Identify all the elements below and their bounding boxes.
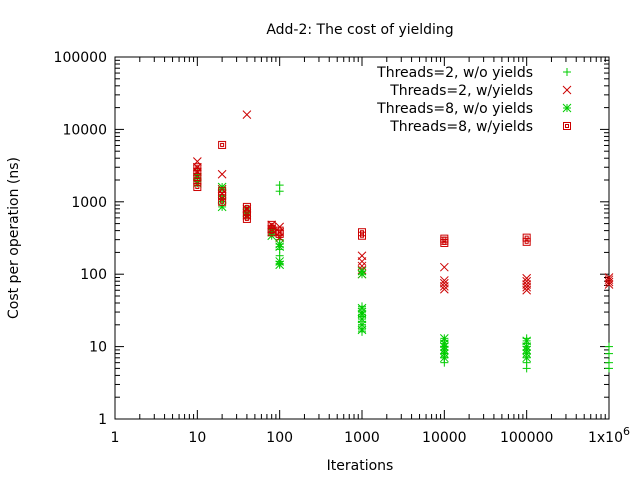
x-tick-label: 10 — [188, 430, 206, 446]
data-point-series-2 — [604, 280, 614, 289]
data-point-series-1 — [275, 187, 284, 196]
data-point-series-4 — [267, 228, 276, 237]
data-point-series-3 — [439, 353, 449, 363]
data-point-series-4 — [218, 197, 227, 206]
y-axis: 1 10 100 1000 10000 100000 — [54, 50, 609, 428]
data-point-series-3 — [217, 194, 227, 204]
data-point-series-2 — [439, 284, 449, 294]
legend-label-1: Threads=2, w/o yields — [376, 65, 533, 81]
legend-marker-3 — [562, 103, 572, 113]
data-point-series-4 — [358, 231, 366, 240]
legend-marker-1 — [563, 68, 571, 76]
data-point-series-3 — [522, 349, 532, 358]
y-tick-label: 10 — [89, 340, 107, 356]
data-point-series-4 — [242, 206, 251, 215]
y-tick-label: 1000 — [71, 195, 107, 211]
data-point-series-1 — [522, 364, 531, 373]
x-axis: 1 10 100 1000 10000 100000 1x106 — [111, 57, 630, 446]
data-point-series-4 — [193, 183, 202, 192]
data-point-series-1 — [605, 364, 613, 373]
data-point-series-2 — [217, 169, 227, 179]
x-tick-label: 1 — [111, 430, 120, 446]
legend-marker-4 — [563, 122, 571, 130]
data-point-series-2 — [522, 273, 532, 283]
data-point-series-1 — [605, 342, 613, 351]
legend: Threads=2, w/o yields Threads=2, w/yields… — [376, 65, 572, 135]
data-point-series-4 — [275, 229, 284, 238]
x-tick-label: 1000 — [344, 430, 380, 446]
data-point-series-2 — [522, 285, 532, 295]
y-tick-label: 100000 — [54, 50, 107, 66]
data-point-series-4 — [218, 192, 227, 201]
data-point-series-3 — [275, 260, 285, 270]
data-point-series-2 — [192, 162, 202, 172]
data-point-series-3 — [217, 182, 227, 192]
data-point-series-4 — [522, 233, 531, 242]
data-point-series-4 — [440, 238, 449, 247]
data-point-series-2 — [439, 281, 449, 291]
y-tick-label: 100 — [80, 267, 107, 283]
data-point-series-2 — [604, 273, 614, 282]
y-tick-label: 1 — [98, 412, 107, 428]
data-point-series-4 — [242, 214, 251, 223]
data-point-series-2 — [357, 257, 367, 266]
legend-label-2: Threads=2, w/yields — [389, 83, 533, 99]
data-point-series-3 — [217, 202, 227, 212]
data-point-series-3 — [275, 242, 285, 252]
x-tick-label: 10000 — [422, 430, 467, 446]
plot-frame — [114, 56, 610, 420]
data-point-series-3 — [357, 325, 367, 335]
data-point-series-3 — [357, 269, 367, 279]
chart-title: Add-2: The cost of yielding — [266, 22, 453, 38]
data-point-series-2 — [267, 220, 277, 230]
data-point-series-2 — [604, 277, 614, 287]
data-point-series-3 — [192, 172, 202, 182]
x-tick-exponent: 6 — [623, 425, 630, 438]
x-tick-label: 1x106 — [588, 425, 630, 446]
x-tick-label: 100 — [266, 430, 293, 446]
y-axis-label: Cost per operation (ns) — [6, 157, 22, 319]
data-points — [192, 110, 614, 373]
x-tick-label: 100000 — [500, 430, 553, 446]
data-point-series-3 — [522, 353, 532, 363]
data-point-series-2 — [242, 110, 252, 119]
data-point-series-4 — [440, 236, 449, 245]
legend-label-3: Threads=8, w/o yields — [376, 101, 533, 117]
data-point-series-2 — [439, 262, 449, 272]
data-point-series-4 — [193, 163, 202, 172]
y-tick-label: 10000 — [62, 122, 107, 138]
data-point-series-2 — [522, 282, 532, 292]
x-axis-label: Iterations — [327, 458, 394, 474]
data-point-series-1 — [605, 349, 613, 358]
legend-label-4: Threads=8, w/yields — [389, 119, 533, 135]
legend-marker-2 — [562, 85, 572, 95]
data-point-series-4 — [522, 237, 531, 246]
data-point-series-4 — [218, 140, 227, 149]
data-point-series-2 — [522, 276, 532, 286]
